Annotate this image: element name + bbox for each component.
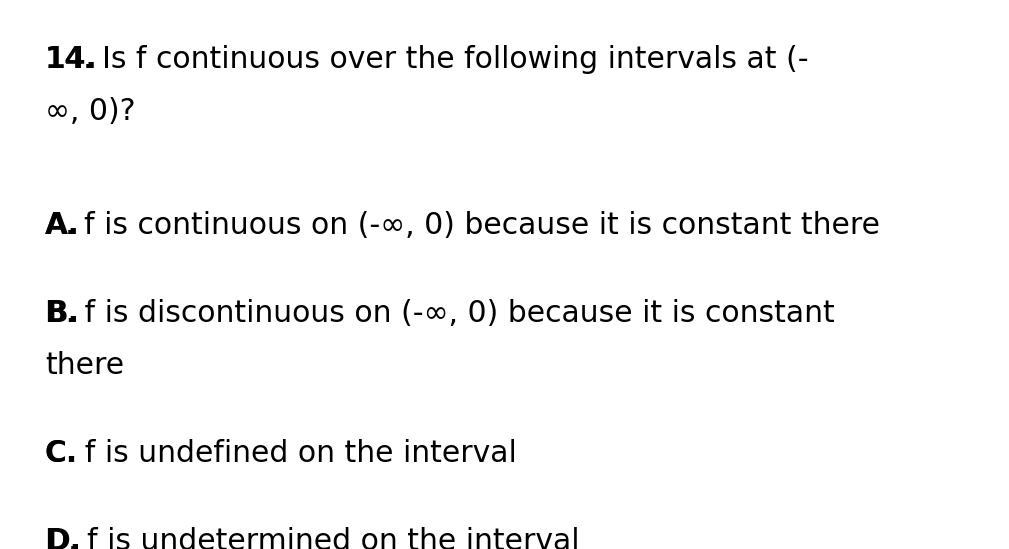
Text: A.: A.: [45, 211, 80, 240]
Text: A. f is continuous on (-∞, 0) because it is constant there: A. f is continuous on (-∞, 0) because it…: [45, 211, 880, 240]
Text: B.: B.: [45, 299, 79, 328]
Text: there: there: [45, 351, 124, 380]
Text: B. f is discontinuous on (-∞, 0) because it is constant: B. f is discontinuous on (-∞, 0) because…: [45, 299, 834, 328]
Text: ∞, 0)?: ∞, 0)?: [45, 97, 135, 126]
Text: D. f is undetermined on the interval: D. f is undetermined on the interval: [45, 528, 579, 549]
Text: C.: C.: [45, 439, 78, 468]
Text: 14. Is f continuous over the following intervals at (-: 14. Is f continuous over the following i…: [45, 45, 808, 74]
Text: D.: D.: [45, 528, 81, 549]
Text: 14.: 14.: [45, 45, 98, 74]
Text: C. f is undefined on the interval: C. f is undefined on the interval: [45, 439, 517, 468]
